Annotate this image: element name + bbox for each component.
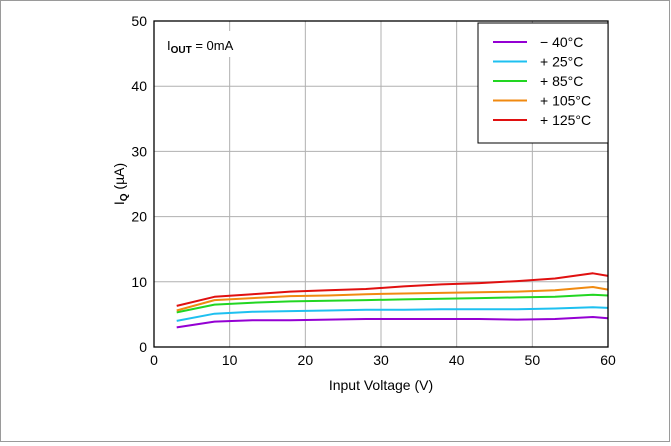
legend-label: − 40°C xyxy=(540,34,583,50)
series-line xyxy=(176,306,609,322)
series-line xyxy=(176,316,609,329)
y-tick-label: 50 xyxy=(131,13,147,29)
legend-item: − 40°C xyxy=(493,34,583,50)
annotation-label: IOUT = 0mA xyxy=(161,31,234,57)
x-tick-labels: 0 10 20 30 40 50 60 xyxy=(150,352,616,368)
legend-label: + 85°C xyxy=(540,73,583,89)
x-tick-label: 60 xyxy=(600,352,616,368)
legend-label: + 25°C xyxy=(540,54,583,70)
legend-label: + 125°C xyxy=(540,112,591,128)
y-tick-label: 0 xyxy=(139,339,147,355)
legend-label: + 105°C xyxy=(540,93,591,109)
y-tick-label: 20 xyxy=(131,209,147,225)
annotation-main: I xyxy=(167,38,171,53)
svg-text:IOUT = 0mA: IOUT = 0mA xyxy=(167,38,234,56)
legend: − 40°C + 25°C + 85°C + 105°C + 125°C xyxy=(477,22,609,144)
x-axis-label: Input Voltage (V) xyxy=(329,377,433,393)
annotation-sub: OUT xyxy=(171,45,192,56)
y-tick-label: 30 xyxy=(131,143,147,159)
x-tick-label: 50 xyxy=(525,352,541,368)
legend-item: + 125°C xyxy=(493,112,591,128)
plot-border xyxy=(153,20,609,348)
grid xyxy=(154,21,608,347)
legend-item: + 85°C xyxy=(493,73,583,89)
x-tick-label: 20 xyxy=(298,352,314,368)
legend-item: + 25°C xyxy=(493,54,583,70)
x-tick-label: 10 xyxy=(222,352,238,368)
x-tick-label: 30 xyxy=(373,352,389,368)
x-tick-label: 0 xyxy=(150,352,158,368)
y-axis-label: IQ (µA) xyxy=(111,163,130,205)
y-tick-label: 10 xyxy=(131,274,147,290)
y-tick-label: 40 xyxy=(131,78,147,94)
series-lines xyxy=(176,272,609,329)
y-tick-labels: 0 10 20 30 40 50 xyxy=(131,13,147,355)
annotation-suffix: = 0mA xyxy=(192,38,234,53)
x-tick-label: 40 xyxy=(449,352,465,368)
series-line xyxy=(176,272,609,307)
series-line xyxy=(176,286,609,312)
series-line xyxy=(176,293,609,314)
legend-item: + 105°C xyxy=(493,93,591,109)
